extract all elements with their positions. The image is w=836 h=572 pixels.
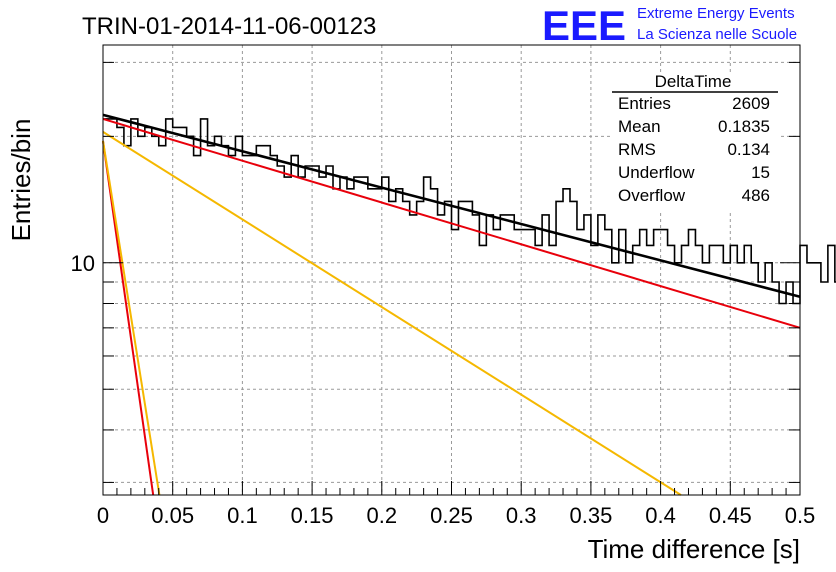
y-tick-labels: 10 bbox=[71, 251, 95, 276]
stats-label: RMS bbox=[618, 140, 656, 159]
x-tick-label: 0.5 bbox=[785, 503, 816, 528]
run-title: TRIN-01-2014-11-06-00123 bbox=[82, 13, 376, 40]
fit-curve-4 bbox=[102, 140, 155, 496]
x-tick-label: 0.2 bbox=[367, 503, 398, 528]
stats-value: 0.1835 bbox=[718, 117, 770, 136]
eee-logo-mark: EEE bbox=[542, 2, 626, 49]
stats-value: 2609 bbox=[732, 94, 770, 113]
x-tick-label: 0.45 bbox=[709, 503, 752, 528]
y-tick-label: 10 bbox=[71, 251, 95, 276]
logo-line-1: Extreme Energy Events bbox=[637, 5, 795, 22]
x-tick-label: 0.4 bbox=[645, 503, 676, 528]
stats-label: Underflow bbox=[618, 163, 695, 182]
histogram-outline bbox=[103, 118, 836, 305]
stats-label: Entries bbox=[618, 94, 671, 113]
histogram-bins bbox=[103, 118, 836, 305]
x-tick-label: 0.3 bbox=[506, 503, 537, 528]
stats-value: 486 bbox=[742, 186, 770, 205]
fit-curves bbox=[102, 113, 801, 496]
stats-title: DeltaTime bbox=[655, 72, 732, 91]
fit-curve-5 bbox=[102, 140, 161, 496]
axis-ticks bbox=[102, 61, 801, 495]
stats-rows: Entries 2609 Mean 0.1835 RMS 0.134 Underflow 15… bbox=[618, 94, 770, 205]
x-tick-labels: 0 0.05 0.1 0.15 0.2 0.25 0.3 0.35 0.4 0.45 0.5 bbox=[97, 503, 815, 528]
y-axis-label: Entries/bin bbox=[6, 119, 36, 242]
stats-label: Mean bbox=[618, 117, 661, 136]
fit-curve-3 bbox=[102, 130, 682, 496]
grid-lines bbox=[103, 45, 800, 495]
x-tick-label: 0 bbox=[97, 503, 109, 528]
x-tick-label: 0.25 bbox=[430, 503, 473, 528]
fit-curve-1 bbox=[102, 113, 801, 299]
stats-value: 15 bbox=[751, 163, 770, 182]
x-tick-label: 0.15 bbox=[291, 503, 334, 528]
fit-curve-2 bbox=[102, 118, 801, 329]
x-tick-label: 0.35 bbox=[569, 503, 612, 528]
stats-value: 0.134 bbox=[727, 140, 770, 159]
x-tick-label: 0.05 bbox=[151, 503, 194, 528]
x-axis-label: Time difference [s] bbox=[588, 534, 800, 564]
logo-line-2: La Scienza nelle Scuole bbox=[637, 26, 797, 43]
x-tick-label: 0.1 bbox=[227, 503, 258, 528]
stats-label: Overflow bbox=[618, 186, 686, 205]
stats-box: DeltaTime Entries 2609 Mean 0.1835 RMS 0.134 U… bbox=[610, 72, 778, 212]
